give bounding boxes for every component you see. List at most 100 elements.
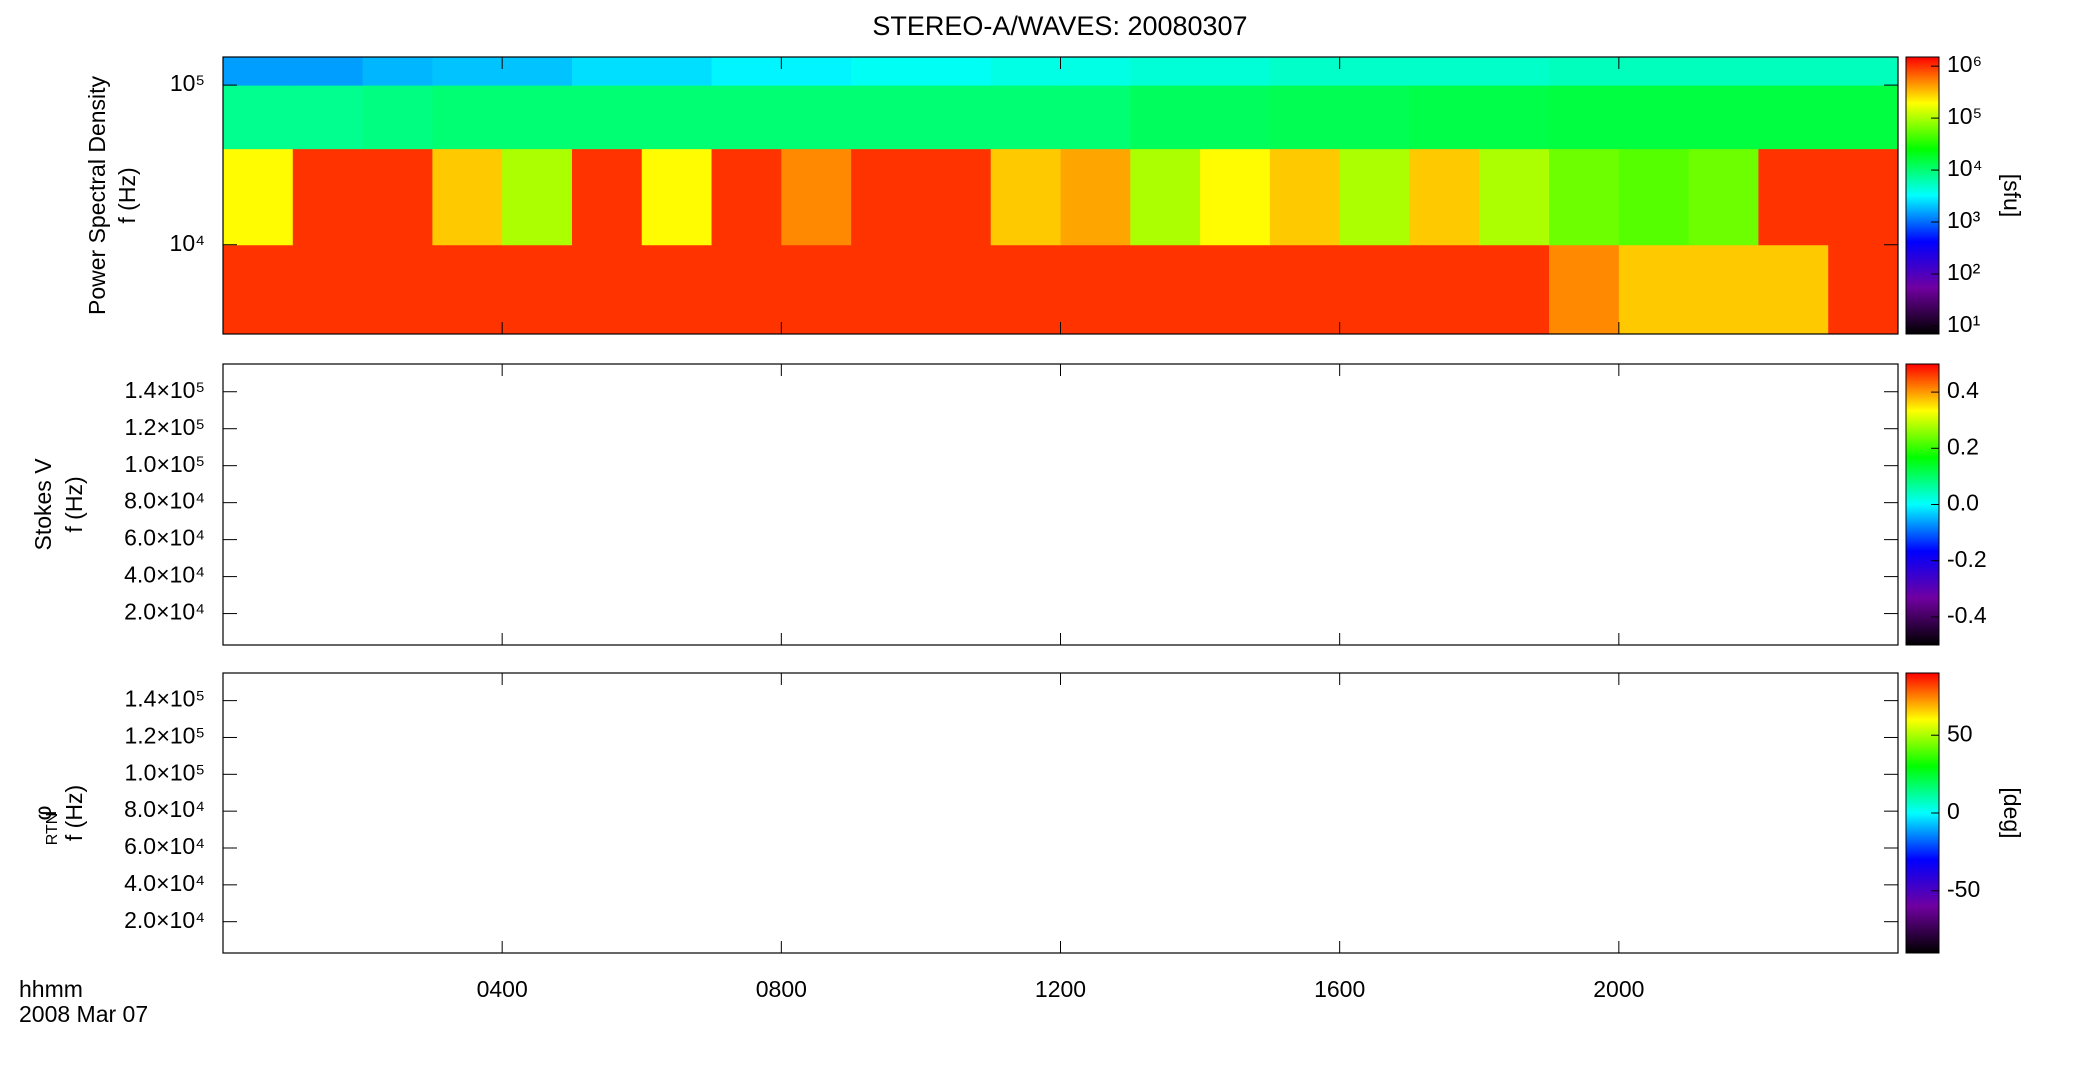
colorbar-label: [deg]	[1999, 787, 2025, 838]
spectrogram-cell	[1618, 57, 1690, 86]
x-axis-date: 2008 Mar 07	[19, 1001, 148, 1027]
y-tick-label: 1.2×10⁵	[124, 723, 205, 749]
spectrogram-cell	[851, 85, 922, 150]
spectrogram-cell	[781, 85, 852, 150]
spectrogram-cell	[1688, 244, 1759, 335]
spectrogram-cell	[1269, 57, 1341, 86]
y-axis-label: Power Spectral Density	[84, 75, 110, 315]
spectrogram-cell	[1130, 148, 1201, 246]
x-tick-label: 1200	[1035, 976, 1086, 1002]
spectrogram-cell	[1200, 244, 1271, 335]
spectrogram-cell	[432, 148, 503, 246]
spectrogram-cell	[1828, 148, 1899, 246]
spectrogram-cell	[432, 85, 503, 150]
spectrogram-cell	[571, 148, 643, 246]
spectrogram-cell	[641, 148, 713, 246]
spectrogram-cell	[1758, 57, 1829, 86]
spectrogram-cell	[1409, 85, 1480, 150]
spectrogram-cell	[1130, 57, 1201, 86]
spectrogram-cell	[432, 57, 503, 86]
y-tick-label: 10⁵	[170, 70, 205, 96]
colorbar	[1905, 56, 1940, 335]
spectrogram-cell	[990, 57, 1061, 86]
spectrogram-cell	[711, 85, 782, 150]
spectrogram-cell	[292, 244, 364, 335]
y-tick-label: 1.2×10⁵	[124, 414, 205, 440]
spectrogram-cell	[920, 57, 992, 86]
spectrogram-cell	[1618, 148, 1690, 246]
spectrogram-cell	[502, 148, 573, 246]
spectrogram-cell	[1409, 57, 1480, 86]
y-tick-label: 1.4×10⁵	[124, 377, 205, 403]
spectrogram-cell	[362, 85, 433, 150]
colorbar-tick-label: 10⁶	[1947, 51, 1982, 77]
spectrogram-cell	[1758, 148, 1829, 246]
spectrogram-cell	[502, 244, 573, 335]
colorbar-label: [sfu]	[1999, 174, 2025, 217]
spectrogram-cell	[1269, 148, 1341, 246]
spectrogram-cell	[851, 148, 922, 246]
spectrogram-cell	[1269, 85, 1341, 150]
y-tick-label: 6.0×10⁴	[124, 525, 205, 551]
spectrogram-cell	[920, 85, 992, 150]
spectrogram-cell	[990, 244, 1061, 335]
spectrogram-cell	[781, 57, 852, 86]
spectrogram-cell	[1339, 57, 1410, 86]
spectrogram-cell	[571, 57, 643, 86]
spectrogram-cell	[781, 148, 852, 246]
spectrogram-cell	[711, 244, 782, 335]
y-tick-label: 8.0×10⁴	[124, 796, 205, 822]
spectrogram-cell	[292, 57, 364, 86]
spectrogram-cell	[1409, 244, 1480, 335]
spectrogram-cell	[502, 85, 573, 150]
spectrogram-cell	[920, 244, 992, 335]
y-tick-label: 2.0×10⁴	[124, 599, 205, 625]
spectrogram-cell	[1549, 244, 1620, 335]
spectrogram-cell	[711, 148, 782, 246]
spectrogram-cell	[1339, 244, 1410, 335]
spectrogram-cell	[1758, 244, 1829, 335]
spectrogram-cell	[1339, 148, 1410, 246]
spectrogram-cell	[362, 148, 433, 246]
colorbar-tick-label: 0	[1947, 798, 1960, 824]
y-tick-label: 8.0×10⁴	[124, 488, 205, 514]
y-axis-label-sub: RTN	[44, 813, 61, 846]
spectrogram-cell	[990, 148, 1061, 246]
spectrogram-cell	[990, 85, 1061, 150]
spectrogram-cell	[641, 57, 713, 86]
spectrogram-cell	[362, 244, 433, 335]
colorbar-tick-label: -0.4	[1947, 602, 1987, 628]
spectrogram-cell	[1479, 85, 1550, 150]
spectrogram-cell	[711, 57, 782, 86]
spectrogram-cell	[1200, 148, 1271, 246]
spectrogram-cell	[1828, 57, 1899, 86]
spectrogram-cell	[1479, 148, 1550, 246]
spectrogram-cell	[1688, 85, 1759, 150]
chart-title: STEREO-A/WAVES: 20080307	[872, 11, 1247, 41]
y-tick-label: 4.0×10⁴	[124, 562, 205, 588]
spectrogram-cell	[1688, 57, 1759, 86]
spectrogram-cell	[1339, 85, 1410, 150]
spectrogram-cell	[1549, 148, 1620, 246]
colorbar-tick-label: 10⁵	[1947, 103, 1982, 129]
plot-frame	[222, 363, 1899, 646]
x-tick-label: 1600	[1314, 976, 1365, 1002]
x-tick-label: 0800	[756, 976, 807, 1002]
y-tick-label: 1.0×10⁵	[124, 451, 205, 477]
spectrogram-cell	[1618, 85, 1690, 150]
spectrogram-cell	[1409, 148, 1480, 246]
spectrogram-cell	[1200, 85, 1271, 150]
spectrogram-cell	[571, 85, 643, 150]
spectrogram-cell	[1549, 85, 1620, 150]
y-axis-label: f (Hz)	[114, 167, 140, 223]
colorbar-tick-label: 10²	[1947, 259, 1981, 285]
colorbar-tick-label: 0.0	[1947, 490, 1979, 516]
colorbar-tick-label: -50	[1947, 876, 1980, 902]
spectrogram-cell	[1060, 85, 1131, 150]
y-axis-label: Stokes V	[30, 458, 56, 551]
colorbar-tick-label: 50	[1947, 720, 1973, 746]
y-axis-label: f (Hz)	[61, 476, 87, 532]
x-tick-label: 2000	[1593, 976, 1644, 1002]
